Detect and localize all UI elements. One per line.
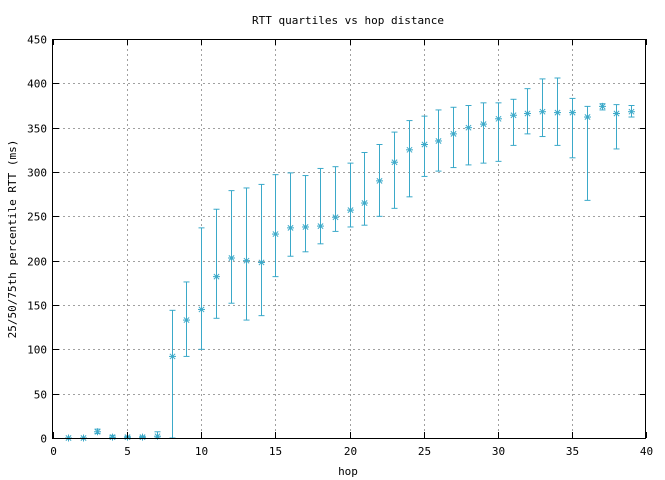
x-tick-label: 0	[50, 445, 57, 458]
median-point	[317, 222, 324, 230]
median-point	[154, 432, 161, 440]
median-point	[450, 130, 457, 138]
plot-frame	[52, 39, 646, 439]
median-point	[584, 113, 591, 121]
x-tick-label: 5	[124, 445, 131, 458]
y-tick-label: 400	[27, 78, 47, 91]
y-tick-label: 300	[27, 167, 47, 180]
median-point	[109, 433, 116, 441]
median-point	[510, 111, 517, 119]
y-tick-label: 0	[40, 433, 47, 446]
median-point	[332, 213, 339, 221]
median-point	[599, 102, 606, 110]
median-point	[554, 109, 561, 117]
median-point	[539, 108, 546, 116]
median-point	[302, 223, 309, 231]
chart-title: RTT quartiles vs hop distance	[252, 14, 444, 27]
y-tick-label: 100	[27, 344, 47, 357]
x-tick-label: 15	[269, 445, 282, 458]
y-tick-label: 150	[27, 300, 47, 313]
median-point	[361, 199, 368, 207]
median-point	[243, 257, 250, 265]
y-tick-label: 200	[27, 256, 47, 269]
median-point	[169, 352, 176, 360]
median-point	[198, 305, 205, 313]
y-tick-label: 250	[27, 211, 47, 224]
median-point	[287, 224, 294, 232]
y-tick-label: 50	[34, 389, 47, 402]
x-axis-label: hop	[338, 465, 358, 478]
median-point	[376, 177, 383, 185]
y-tick-label: 450	[27, 34, 47, 47]
data-series	[65, 77, 635, 442]
median-point	[628, 108, 635, 116]
x-tick-label: 30	[492, 445, 505, 458]
median-point	[495, 115, 502, 123]
x-tick-label: 35	[566, 445, 579, 458]
x-tick-label: 40	[640, 445, 653, 458]
axes: 0 50 100 150 200 250 300 350 400 450 0 5 10 15 20 25 30 3…	[27, 34, 653, 459]
y-tick-label: 350	[27, 123, 47, 136]
median-point	[347, 206, 354, 214]
x-tick-label: 20	[344, 445, 357, 458]
median-point	[391, 158, 398, 166]
median-point	[94, 428, 101, 436]
median-point	[480, 120, 487, 128]
median-point	[569, 109, 576, 117]
median-point	[435, 137, 442, 145]
median-point	[272, 230, 279, 238]
median-point	[228, 254, 235, 262]
y-axis-label: 25/50/75th percentile RTT (ms)	[6, 140, 19, 339]
median-point	[213, 273, 220, 281]
x-tick-label: 25	[418, 445, 431, 458]
median-point	[613, 109, 620, 117]
median-point	[524, 109, 531, 117]
median-point	[139, 433, 146, 441]
x-tick-label: 10	[195, 445, 208, 458]
median-point	[258, 258, 265, 266]
median-point	[421, 141, 428, 149]
median-point	[183, 316, 190, 324]
median-point	[465, 124, 472, 132]
median-point	[406, 146, 413, 154]
